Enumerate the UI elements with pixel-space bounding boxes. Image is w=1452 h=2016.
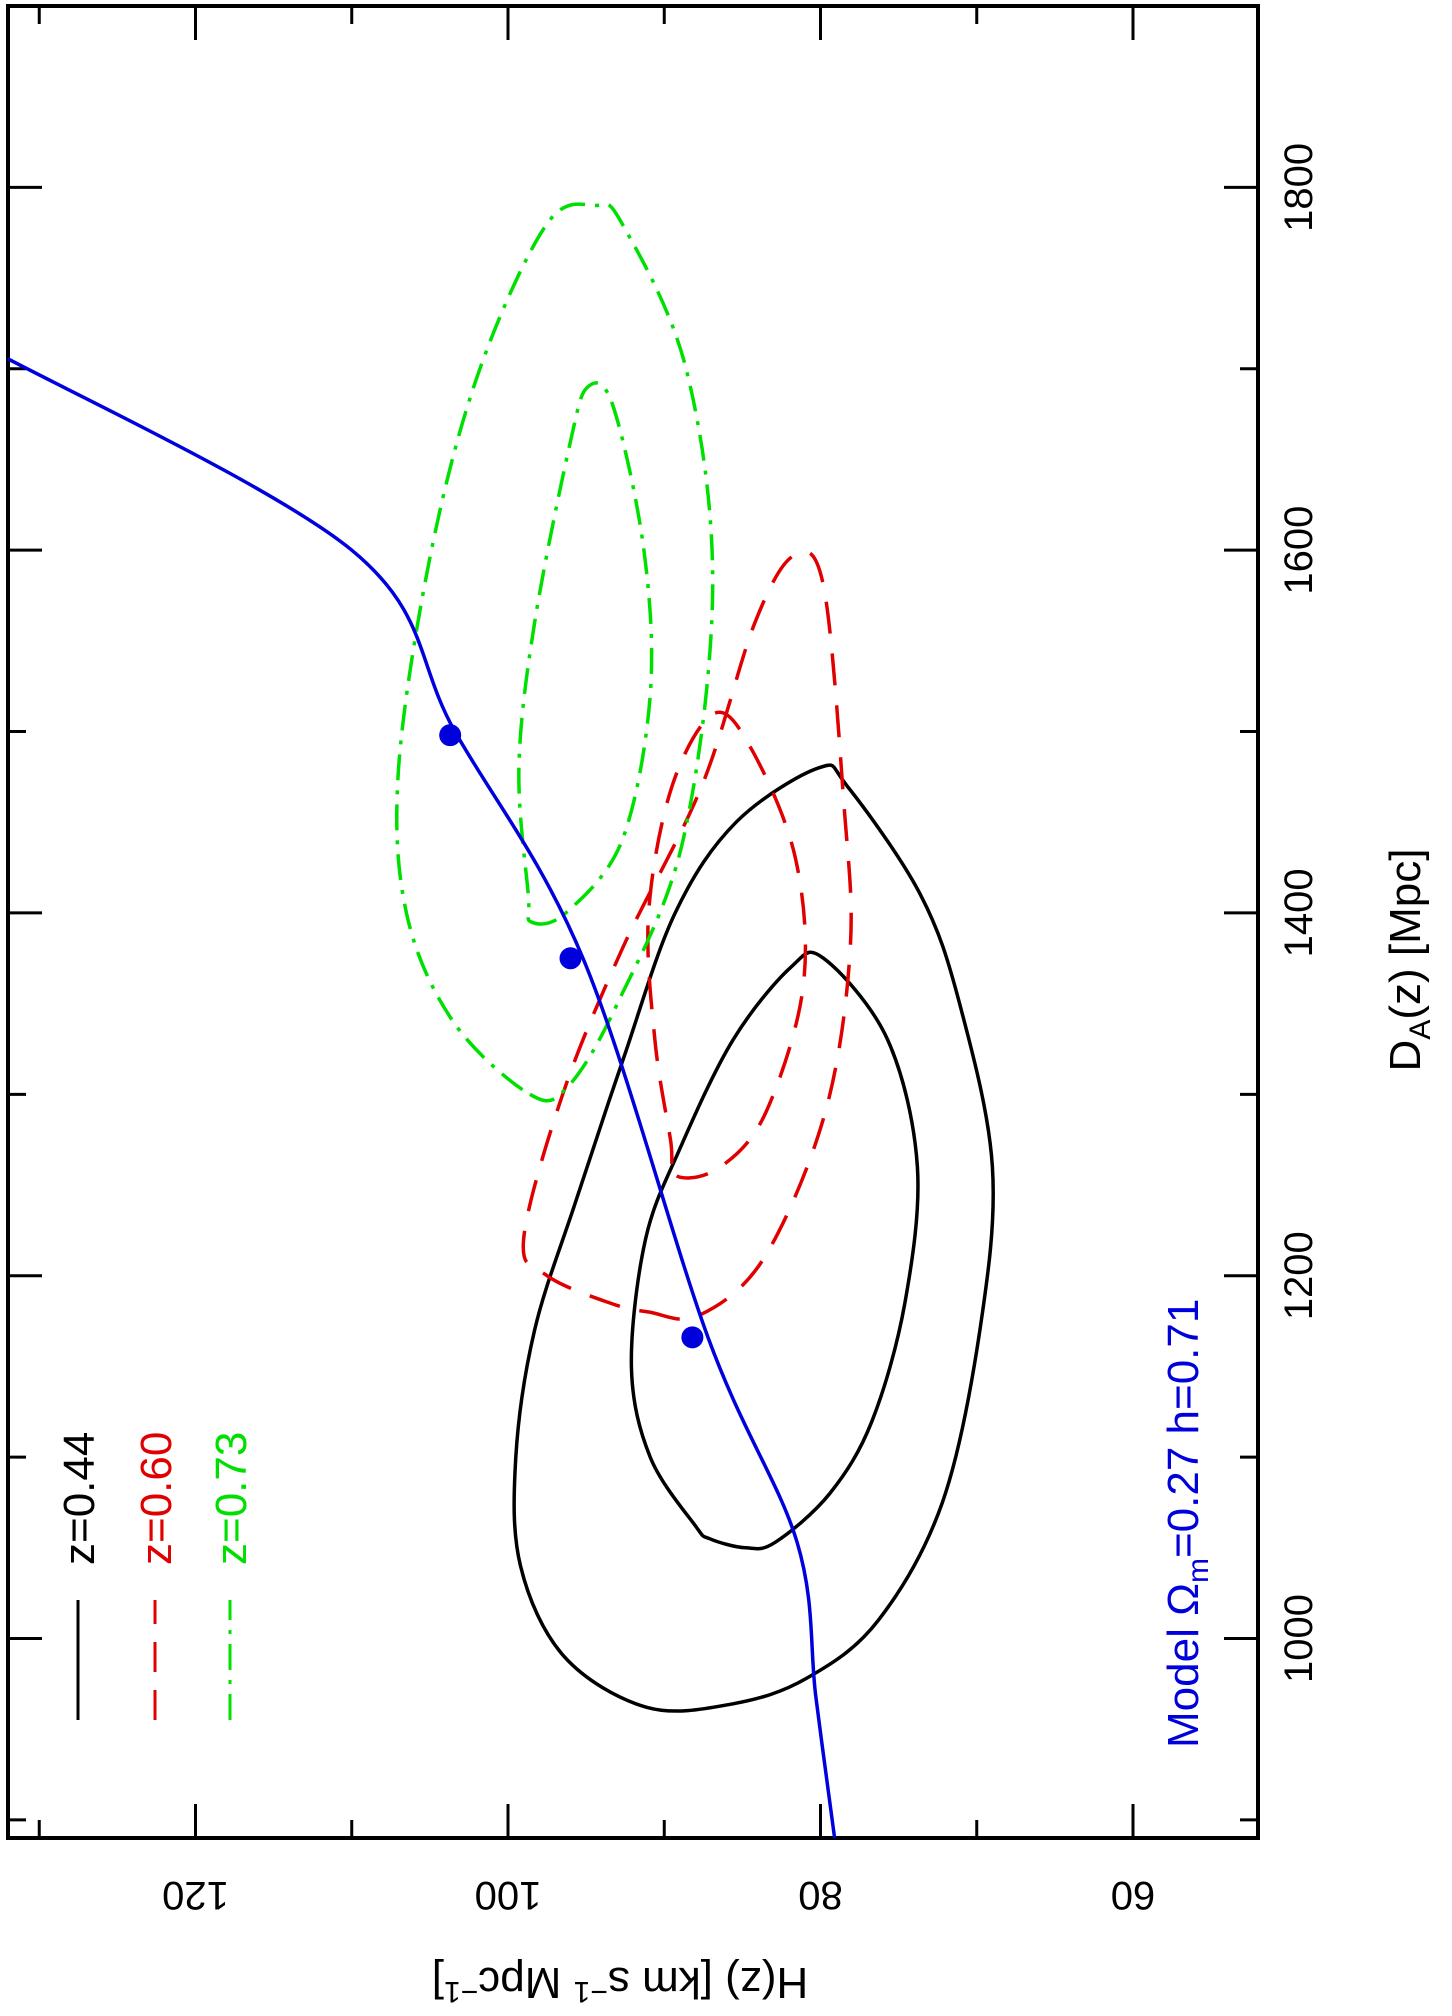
model-point-marker — [681, 1326, 704, 1349]
model-curve — [8, 356, 837, 1838]
series-z060-contour-inner — [646, 710, 808, 1180]
y-axis-title-end: ] — [432, 1958, 444, 2007]
legend: z=0.44 z=0.60 z=0.73 — [55, 1432, 256, 1720]
y-tick-label: 80 — [798, 1873, 843, 1917]
series-z073-contour-outer — [395, 202, 715, 1103]
x-axis-title: DA(z) [Mpc] — [1381, 849, 1437, 1072]
x-tick-label: 1400 — [1277, 868, 1321, 957]
model-omega: Ω — [1159, 1583, 1208, 1616]
legend-label-z044: z=0.44 — [55, 1432, 104, 1565]
legend-label-z060: z=0.60 — [132, 1432, 181, 1565]
x-tick-label: 1000 — [1277, 1594, 1321, 1683]
series-z073-contour-inner — [517, 381, 654, 926]
y-tick-label: 120 — [162, 1873, 229, 1917]
y-axis-title-mid: Mpc — [478, 1958, 573, 2007]
model-annotation: Model Ωm=0.27 h=0.71 — [1159, 1299, 1215, 1748]
ticks — [8, 4, 1258, 1838]
model-prefix: Model — [1159, 1616, 1208, 1748]
x-tick-label: 1200 — [1277, 1231, 1321, 1320]
y-axis-title: H(z) [km s−1 Mpc−1] — [432, 1958, 808, 2008]
model-omega-sub: m — [1182, 1558, 1215, 1583]
y-tick-label: 60 — [1111, 1873, 1156, 1917]
tick-labels: 1000 1200 1400 1600 1800 60 80 100 120 — [162, 143, 1321, 1917]
model-point-marker — [559, 947, 582, 970]
model-rest: =0.27 h=0.71 — [1159, 1299, 1208, 1558]
model-point-marker — [439, 724, 462, 747]
y-axis-title-main: H(z) [km s — [608, 1958, 808, 2007]
series-layer — [8, 202, 995, 1838]
x-axis-title-sub: A — [1404, 1020, 1437, 1040]
series-z044-contour-outer — [512, 763, 995, 1713]
y-axis-title-sup2: −1 — [444, 1975, 478, 2008]
series-z060-contour-outer — [521, 549, 853, 1321]
legend-label-z073: z=0.73 — [207, 1432, 256, 1565]
series-z044-contour-inner — [629, 950, 920, 1551]
y-tick-label: 100 — [475, 1873, 542, 1917]
x-tick-label: 1600 — [1277, 506, 1321, 595]
y-axis-title-sup: −1 — [574, 1975, 608, 2008]
x-axis-title-rest: (z) [Mpc] — [1381, 849, 1430, 1020]
x-tick-label: 1800 — [1277, 143, 1321, 232]
plot-frame — [6, 4, 1260, 1840]
x-axis-title-main: D — [1381, 1040, 1430, 1072]
